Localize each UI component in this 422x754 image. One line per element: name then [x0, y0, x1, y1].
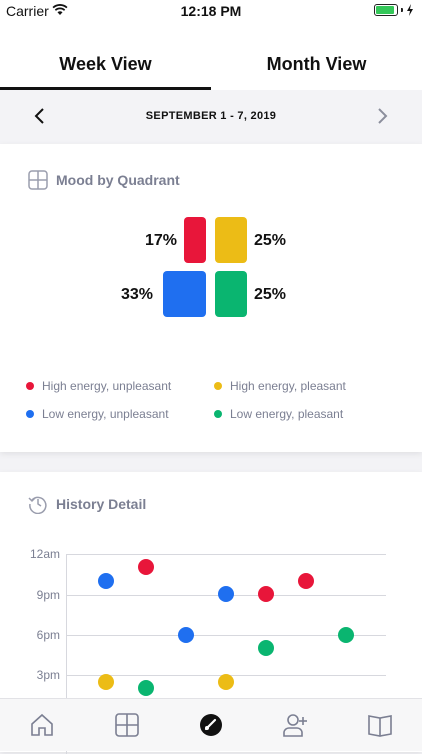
legend-label: Low energy, unpleasant: [42, 407, 169, 421]
legend-dot: [26, 410, 34, 418]
nav-insights-button[interactable]: [191, 705, 231, 745]
legend-item-high-unpleasant: High energy, unpleasant: [26, 379, 171, 393]
chart-point[interactable]: [218, 673, 234, 690]
chart-point[interactable]: [98, 673, 114, 690]
legend-dot: [214, 382, 222, 390]
chart-point[interactable]: [98, 572, 114, 589]
previous-week-button[interactable]: [30, 106, 50, 126]
chart-point[interactable]: [258, 586, 274, 603]
nav-home-button[interactable]: [22, 705, 62, 745]
y-tick-label: 12am: [29, 547, 60, 561]
mood-by-quadrant-card: Mood by Quadrant 17% 25% 33% 25% High en…: [0, 144, 422, 452]
y-axis-line: [66, 554, 67, 754]
chart-point[interactable]: [138, 559, 154, 576]
battery-icon: [374, 4, 414, 16]
quadrant-grid-icon: [28, 170, 48, 190]
tab-month-view-label: Month View: [266, 53, 367, 74]
chart-point[interactable]: [258, 640, 274, 657]
legend-item-low-unpleasant: Low energy, unpleasant: [26, 407, 169, 421]
chevron-right-icon: [378, 108, 388, 124]
wifi-icon: [52, 3, 68, 19]
home-icon: [31, 713, 53, 736]
date-range-label: SEPTEMBER 1 - 7, 2019: [145, 110, 277, 122]
tab-week-view-label: Week View: [59, 53, 152, 74]
quadrant-percent-low-unpleasant: 33%: [121, 286, 154, 303]
bottom-nav-bar: [0, 698, 422, 751]
legend-item-high-pleasant: High energy, pleasant: [214, 379, 346, 393]
nav-quadrant-button[interactable]: [107, 705, 147, 745]
mood-card-header: Mood by Quadrant: [28, 170, 180, 190]
y-tick-label: 6pm: [36, 628, 60, 642]
quadrant-block-high-pleasant[interactable]: [215, 217, 247, 263]
next-week-button[interactable]: [372, 106, 392, 126]
y-tick-label: 3pm: [36, 668, 60, 682]
chart-point[interactable]: [218, 586, 234, 603]
date-range-bar: SEPTEMBER 1 - 7, 2019: [0, 90, 422, 142]
quadrant-percent-high-pleasant: 25%: [254, 232, 287, 249]
book-icon: [367, 715, 392, 737]
history-card-header: History Detail: [28, 494, 146, 514]
legend-label: High energy, unpleasant: [42, 379, 172, 393]
gauge-icon: [199, 714, 222, 736]
quadrant-percent-high-unpleasant: 17%: [145, 232, 178, 249]
gridline: [66, 635, 386, 636]
legend-dot: [26, 382, 34, 390]
y-tick-label: 9pm: [36, 588, 60, 602]
status-bar: Carrier 12:18 PM: [0, 0, 422, 22]
legend-label: Low energy, pleasant: [230, 407, 344, 421]
chart-point[interactable]: [338, 626, 354, 643]
nav-add-friend-button[interactable]: [275, 705, 315, 745]
clock: 12:18 PM: [180, 3, 242, 19]
chart-point[interactable]: [138, 680, 154, 697]
gridline: [66, 554, 386, 555]
chart-point[interactable]: [298, 572, 314, 589]
legend-dot: [214, 410, 222, 418]
mood-card-title: Mood by Quadrant: [56, 172, 180, 188]
legend-item-low-pleasant: Low energy, pleasant: [214, 407, 343, 421]
quadrant-percent-low-pleasant: 25%: [254, 286, 287, 303]
history-clock-icon: [28, 496, 47, 514]
carrier-label: Carrier: [6, 3, 49, 19]
grid-icon: [114, 713, 139, 737]
history-card-title: History Detail: [56, 496, 147, 512]
quadrant-block-low-unpleasant[interactable]: [163, 271, 206, 317]
view-tabs: Week View Month View: [0, 38, 422, 90]
quadrant-block-high-unpleasant[interactable]: [184, 217, 206, 263]
tab-week-view[interactable]: Week View: [0, 38, 211, 90]
chart-point[interactable]: [178, 626, 194, 643]
chevron-left-icon: [34, 108, 44, 124]
add-person-icon: [283, 714, 308, 737]
legend-label: High energy, pleasant: [230, 379, 346, 393]
tab-month-view[interactable]: Month View: [211, 38, 422, 90]
nav-learn-button[interactable]: [360, 705, 400, 745]
quadrant-block-low-pleasant[interactable]: [215, 271, 247, 317]
